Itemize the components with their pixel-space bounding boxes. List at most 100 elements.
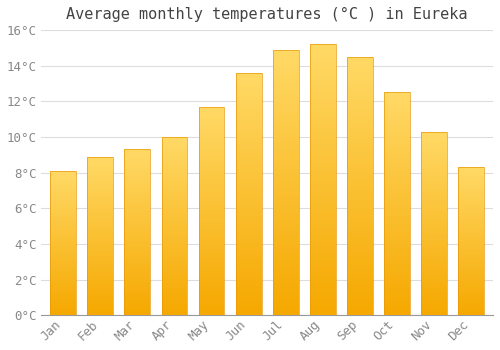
Bar: [162, 146, 188, 148]
Bar: [50, 276, 76, 278]
Bar: [162, 254, 188, 256]
Bar: [458, 212, 484, 213]
Bar: [458, 228, 484, 229]
Bar: [272, 291, 298, 294]
Bar: [236, 247, 262, 250]
Bar: [272, 79, 298, 82]
Bar: [421, 218, 446, 220]
Bar: [124, 237, 150, 239]
Bar: [50, 203, 76, 204]
Bar: [236, 301, 262, 303]
Bar: [272, 289, 298, 291]
Bar: [162, 196, 188, 197]
Bar: [346, 103, 372, 106]
Bar: [198, 282, 224, 284]
Bar: [88, 307, 114, 309]
Bar: [421, 304, 446, 306]
Bar: [88, 191, 114, 193]
Bar: [346, 83, 372, 85]
Bar: [310, 147, 336, 150]
Bar: [198, 161, 224, 163]
Bar: [236, 274, 262, 276]
Bar: [236, 83, 262, 85]
Bar: [88, 231, 114, 233]
Bar: [421, 271, 446, 273]
Bar: [124, 166, 150, 168]
Bar: [421, 159, 446, 161]
Bar: [421, 234, 446, 236]
Bar: [88, 296, 114, 298]
Bar: [236, 78, 262, 80]
Bar: [346, 271, 372, 274]
Bar: [236, 160, 262, 162]
Bar: [310, 155, 336, 158]
Bar: [124, 201, 150, 203]
Bar: [198, 244, 224, 246]
Bar: [162, 258, 188, 260]
Bar: [272, 201, 298, 204]
Bar: [310, 58, 336, 61]
Bar: [236, 189, 262, 191]
Bar: [198, 294, 224, 296]
Bar: [50, 250, 76, 252]
Bar: [272, 219, 298, 222]
Bar: [346, 305, 372, 307]
Bar: [88, 209, 114, 210]
Bar: [236, 162, 262, 165]
Bar: [162, 303, 188, 304]
Bar: [50, 194, 76, 195]
Bar: [421, 244, 446, 245]
Bar: [310, 220, 336, 223]
Bar: [384, 202, 409, 204]
Bar: [50, 271, 76, 272]
Bar: [236, 165, 262, 167]
Bar: [384, 135, 409, 137]
Bar: [458, 303, 484, 305]
Bar: [346, 57, 372, 60]
Bar: [236, 128, 262, 131]
Bar: [162, 164, 188, 166]
Bar: [50, 195, 76, 197]
Bar: [421, 181, 446, 183]
Bar: [88, 212, 114, 214]
Bar: [162, 180, 188, 182]
Bar: [272, 259, 298, 262]
Bar: [310, 310, 336, 313]
Bar: [50, 309, 76, 311]
Bar: [272, 190, 298, 193]
Bar: [421, 264, 446, 266]
Bar: [310, 307, 336, 310]
Bar: [198, 286, 224, 288]
Bar: [272, 167, 298, 169]
Bar: [421, 231, 446, 233]
Bar: [458, 185, 484, 187]
Bar: [346, 189, 372, 191]
Bar: [384, 302, 409, 304]
Bar: [310, 107, 336, 109]
Bar: [310, 50, 336, 52]
Bar: [50, 177, 76, 178]
Bar: [50, 243, 76, 244]
Bar: [346, 261, 372, 264]
Bar: [88, 230, 114, 231]
Bar: [310, 139, 336, 142]
Bar: [272, 177, 298, 180]
Bar: [236, 109, 262, 112]
Bar: [346, 191, 372, 194]
Bar: [88, 245, 114, 247]
Bar: [458, 308, 484, 309]
Bar: [421, 291, 446, 293]
Bar: [198, 157, 224, 159]
Bar: [198, 211, 224, 213]
Bar: [88, 290, 114, 292]
Bar: [310, 174, 336, 177]
Bar: [421, 260, 446, 262]
Bar: [346, 155, 372, 158]
Bar: [346, 248, 372, 251]
Bar: [88, 218, 114, 220]
Bar: [162, 256, 188, 258]
Bar: [124, 154, 150, 156]
Bar: [421, 132, 446, 133]
Bar: [162, 137, 188, 139]
Bar: [384, 210, 409, 213]
